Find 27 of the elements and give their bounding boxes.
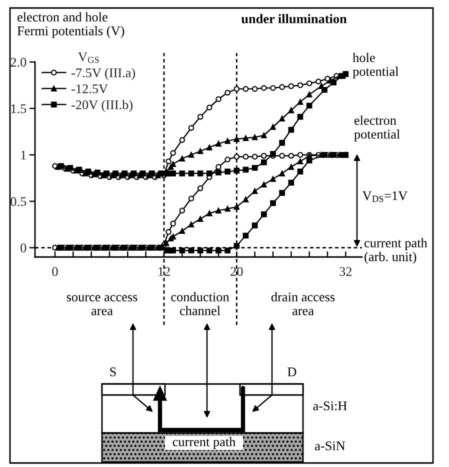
text: conduction channel	[171, 292, 230, 316]
annotation: hole potential	[352, 52, 398, 79]
x-tick-label: 0	[52, 267, 58, 276]
x-tick-label: 12	[158, 267, 170, 276]
text: D	[288, 368, 296, 376]
legend-title: V$_{GS}$	[78, 52, 99, 63]
source-note: source access area	[66, 295, 138, 316]
x-tick-label: 32	[340, 267, 352, 276]
legend-label: -7.5V (III.a)	[72, 68, 136, 80]
text: S	[110, 367, 116, 376]
y-tick-label: 1.5	[11, 104, 26, 114]
text: V$_{DS}$=1V	[362, 191, 408, 202]
x-tick-label: 20	[230, 267, 243, 276]
annotation: electron potential	[354, 116, 400, 142]
chart-title: under illumination	[241, 14, 347, 24]
x-axis-title: current path (arb. unit)	[364, 238, 428, 264]
y-tick-label: 0.5	[10, 197, 26, 206]
y-tick-label: 0	[20, 244, 26, 252]
y-tick-label: 1	[21, 150, 26, 160]
text: current path	[172, 437, 236, 449]
legend-label: -12.5V	[72, 84, 108, 94]
legend-label: -20V (III.b)	[72, 100, 132, 112]
y-tick-label: 2.0	[10, 58, 26, 67]
text: a-SiN	[315, 441, 346, 450]
y-axis-title: electron and hole Fermi potentials (V)	[17, 12, 124, 38]
text: a-Si:H	[313, 401, 347, 410]
text: drain access area	[271, 292, 335, 316]
